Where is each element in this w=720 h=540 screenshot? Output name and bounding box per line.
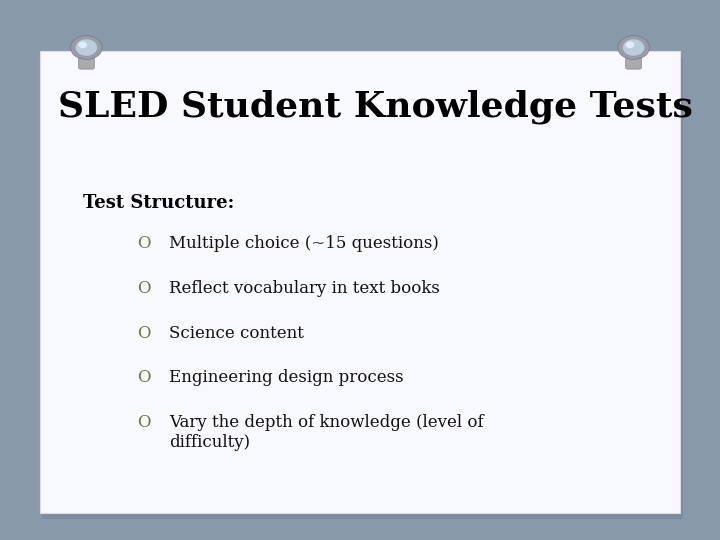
FancyBboxPatch shape [626, 52, 642, 69]
Circle shape [618, 36, 649, 59]
Circle shape [626, 42, 634, 48]
Text: O: O [138, 325, 150, 341]
Circle shape [76, 40, 96, 55]
Text: Test Structure:: Test Structure: [83, 194, 234, 212]
FancyBboxPatch shape [42, 58, 683, 519]
Text: O: O [138, 280, 150, 296]
Text: Engineering design process: Engineering design process [169, 369, 404, 386]
Text: Science content: Science content [169, 325, 304, 341]
Text: Multiple choice (~15 questions): Multiple choice (~15 questions) [169, 235, 439, 252]
Circle shape [624, 40, 644, 55]
Circle shape [79, 42, 86, 48]
Text: O: O [138, 369, 150, 386]
Text: Reflect vocabulary in text books: Reflect vocabulary in text books [169, 280, 440, 296]
Text: O: O [138, 235, 150, 252]
Circle shape [71, 36, 102, 59]
FancyBboxPatch shape [78, 52, 94, 69]
Text: O: O [138, 414, 150, 431]
Text: Vary the depth of knowledge (level of
difficulty): Vary the depth of knowledge (level of di… [169, 414, 484, 451]
FancyBboxPatch shape [40, 51, 680, 513]
Text: SLED Student Knowledge Tests: SLED Student Knowledge Tests [58, 89, 693, 124]
